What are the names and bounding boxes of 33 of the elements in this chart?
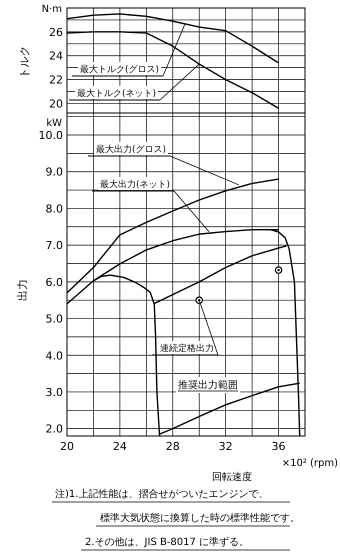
y-tick-label: 26 <box>49 26 63 39</box>
y-tick-label: 7.0 <box>46 239 63 252</box>
annotation: 最大出力(ネット) <box>100 179 170 190</box>
y-tick-label: 22 <box>49 74 63 87</box>
y-tick-label: 8.0 <box>46 202 63 216</box>
x-tick-label: 36 <box>272 440 286 453</box>
x-tick-label: 20 <box>60 440 74 453</box>
y-axis-title: トルク <box>18 46 31 78</box>
y-tick-label: 24 <box>49 50 63 63</box>
annotation: 連続定格出力 <box>160 343 214 354</box>
y-tick-label: 5.0 <box>46 312 63 326</box>
y-tick-label: 10.0 <box>38 129 63 142</box>
annotation: 最大トルク(ネット) <box>77 88 156 99</box>
text: 注)1.上記性能は、摺合せがついたエンジンで、 <box>55 488 268 500</box>
x-tick-label: 28 <box>166 440 180 453</box>
y-tick-label: 6.0 <box>46 276 63 289</box>
text: 2.その他は、JIS B-8017 に準ずる。 <box>85 536 250 548</box>
y-axis-title: 出力 <box>16 279 29 301</box>
text: N·m <box>42 4 62 15</box>
y-tick-label: 2.0 <box>46 422 63 436</box>
text: kW <box>46 118 62 129</box>
annotation: 最大出力(グロス) <box>96 144 166 155</box>
y-tick-label: 20 <box>49 97 63 110</box>
text: 標準大気状態に換算した時の標準性能です。 <box>100 512 300 524</box>
x-tick-label: 32 <box>218 440 233 453</box>
x-tick-label: 24 <box>112 440 127 453</box>
y-tick-label: 9.0 <box>46 166 63 179</box>
annotation: 最大トルク(グロス) <box>80 64 160 75</box>
y-tick-label: 3.0 <box>46 386 63 399</box>
annotation: 推奨出力範囲 <box>178 379 238 391</box>
y-tick-label: 4.0 <box>46 349 63 362</box>
text: ×10² (rpm) <box>282 458 338 469</box>
x-axis-title: 回転速度 <box>212 471 252 483</box>
